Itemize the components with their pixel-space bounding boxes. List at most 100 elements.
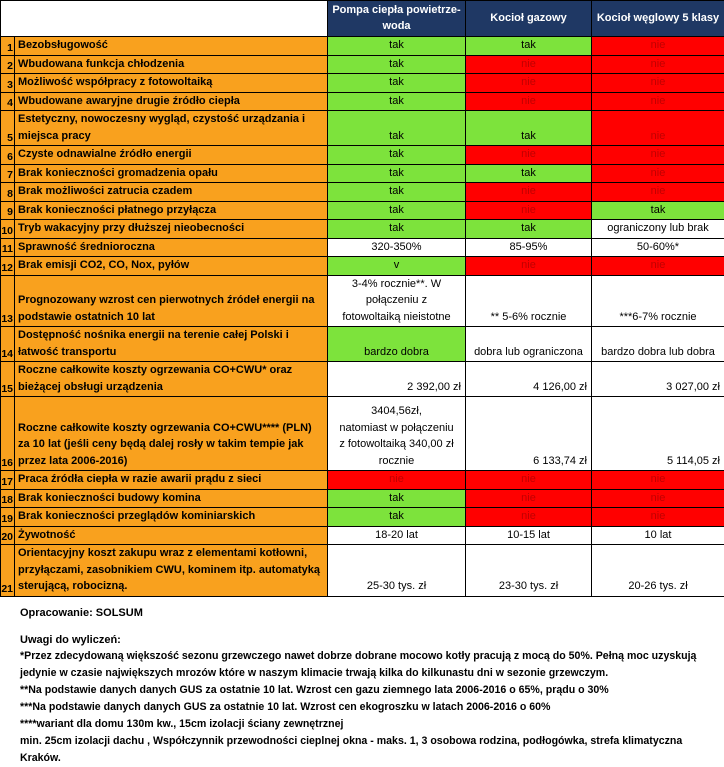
value-cell: nie <box>592 471 724 490</box>
value-cell: 10-15 lat <box>466 526 592 545</box>
value-cell: nie <box>466 257 592 276</box>
row-label: Prognozowany wzrost cen pierwotnych źród… <box>15 275 328 327</box>
value-cell: nie <box>592 92 724 111</box>
row-number: 9 <box>1 201 15 220</box>
value-cell: tak <box>328 201 466 220</box>
value-cell: nie <box>592 146 724 165</box>
value-cell: nie <box>466 74 592 93</box>
row-number: 14 <box>1 327 15 362</box>
row-number: 19 <box>1 508 15 527</box>
value-cell: 50-60%* <box>592 238 724 257</box>
value-cell: 23-30 tys. zł <box>466 545 592 597</box>
value-cell: nie <box>466 201 592 220</box>
notes-heading: Uwagi do wyliczeń: <box>20 634 720 646</box>
row-label: Możliwość współpracy z fotowoltaiką <box>15 74 328 93</box>
value-cell: nie <box>592 257 724 276</box>
value-cell: ** 5-6% rocznie <box>466 275 592 327</box>
row-number: 17 <box>1 471 15 490</box>
footnote: *Przez zdecydowaną większość sezonu grze… <box>20 648 720 682</box>
value-cell: nie <box>466 489 592 508</box>
value-cell: tak <box>592 201 724 220</box>
credit-line: Opracowanie: SOLSUM <box>20 607 720 619</box>
row-label: Wbudowane awaryjne drugie źródło ciepła <box>15 92 328 111</box>
value-cell: tak <box>466 37 592 56</box>
footer: Opracowanie: SOLSUM Uwagi do wyliczeń: *… <box>0 607 724 767</box>
value-cell: tak <box>328 146 466 165</box>
value-cell: nie <box>466 146 592 165</box>
row-number: 5 <box>1 111 15 146</box>
value-cell: 2 392,00 zł <box>328 362 466 397</box>
row-number: 1 <box>1 37 15 56</box>
row-label: Sprawność średnioroczna <box>15 238 328 257</box>
value-cell: nie <box>466 183 592 202</box>
value-cell: tak <box>466 111 592 146</box>
row-label: Praca źródła ciepła w razie awarii prądu… <box>15 471 328 490</box>
row-label: Brak możliwości zatrucia czadem <box>15 183 328 202</box>
row-number: 4 <box>1 92 15 111</box>
column-header-coal-boiler: Kocioł węglowy 5 klasy <box>592 1 724 37</box>
header-row: Pompa ciepła powietrze-woda Kocioł gazow… <box>1 1 724 37</box>
value-cell: dobra lub ograniczona <box>466 327 592 362</box>
value-cell: tak <box>328 55 466 74</box>
footnote: **Na podstawie danych danych GUS za osta… <box>20 682 720 699</box>
row-number: 11 <box>1 238 15 257</box>
value-cell: 3404,56zł, natomiast w połączeniu z foto… <box>328 397 466 471</box>
row-number: 15 <box>1 362 15 397</box>
row-label: Dostępność nośnika energii na terenie ca… <box>15 327 328 362</box>
value-cell: nie <box>592 37 724 56</box>
value-cell: tak <box>328 489 466 508</box>
value-cell: 25-30 tys. zł <box>328 545 466 597</box>
row-number: 20 <box>1 526 15 545</box>
value-cell: nie <box>592 508 724 527</box>
row-number: 6 <box>1 146 15 165</box>
row-number: 8 <box>1 183 15 202</box>
value-cell: tak <box>328 111 466 146</box>
value-cell: tak <box>328 92 466 111</box>
value-cell: nie <box>466 92 592 111</box>
value-cell: nie <box>592 111 724 146</box>
row-label: Roczne całkowite koszty ogrzewania CO+CW… <box>15 397 328 471</box>
corner-cell <box>1 1 328 37</box>
value-cell: tak <box>328 183 466 202</box>
value-cell: tak <box>328 164 466 183</box>
row-number: 12 <box>1 257 15 276</box>
row-label: Brak konieczności płatnego przyłącza <box>15 201 328 220</box>
value-cell: tak <box>466 220 592 239</box>
row-number: 2 <box>1 55 15 74</box>
row-label: Tryb wakacyjny przy dłuższej nieobecnośc… <box>15 220 328 239</box>
row-label: Brak emisji CO2, CO, Nox, pyłów <box>15 257 328 276</box>
value-cell: nie <box>592 183 724 202</box>
value-cell: tak <box>328 74 466 93</box>
value-cell: 3 027,00 zł <box>592 362 724 397</box>
column-header-gas-boiler: Kocioł gazowy <box>466 1 592 37</box>
row-label: Orientacyjny koszt zakupu wraz z element… <box>15 545 328 597</box>
value-cell: nie <box>328 471 466 490</box>
value-cell: nie <box>592 74 724 93</box>
value-cell: tak <box>328 508 466 527</box>
value-cell: tak <box>328 37 466 56</box>
value-cell: 10 lat <box>592 526 724 545</box>
row-number: 13 <box>1 275 15 327</box>
value-cell: nie <box>466 508 592 527</box>
row-label: Czyste odnawialne źródło energii <box>15 146 328 165</box>
row-number: 18 <box>1 489 15 508</box>
value-cell: 85-95% <box>466 238 592 257</box>
